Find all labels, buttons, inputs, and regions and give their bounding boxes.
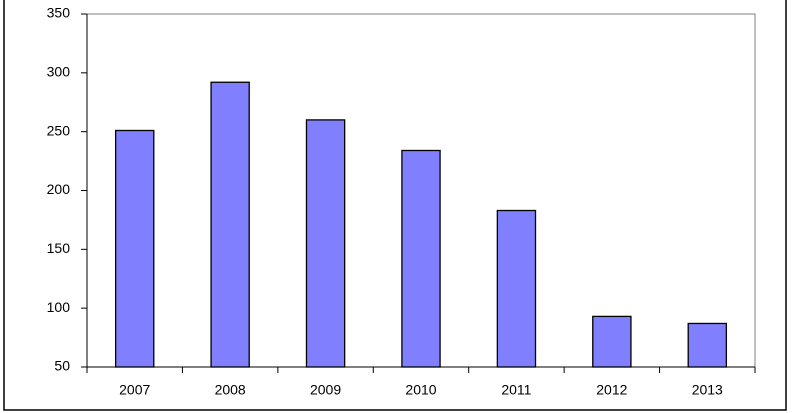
y-tick-label: 200 (47, 181, 71, 197)
x-tick-label: 2011 (501, 382, 531, 398)
bar (401, 149, 441, 368)
x-tick-label: 2007 (119, 382, 150, 398)
y-tick-label: 50 (54, 358, 70, 374)
y-tick-label: 300 (47, 64, 71, 80)
bar (592, 315, 632, 368)
bar (114, 129, 155, 368)
bar (687, 322, 728, 368)
y-tick-label: 100 (47, 299, 71, 315)
y-tick-label: 150 (47, 240, 71, 256)
y-tick-label: 350 (47, 5, 71, 21)
x-tick-label: 2008 (215, 382, 246, 398)
bar (210, 81, 250, 368)
x-tick-label: 2010 (405, 382, 436, 398)
y-tick-label: 250 (47, 122, 71, 138)
bar (496, 209, 537, 368)
x-tick-label: 2009 (310, 382, 341, 398)
chart-frame (3, 0, 787, 411)
x-tick-label: 2013 (692, 382, 723, 398)
bar (305, 119, 346, 368)
x-tick-label: 2012 (596, 382, 627, 398)
